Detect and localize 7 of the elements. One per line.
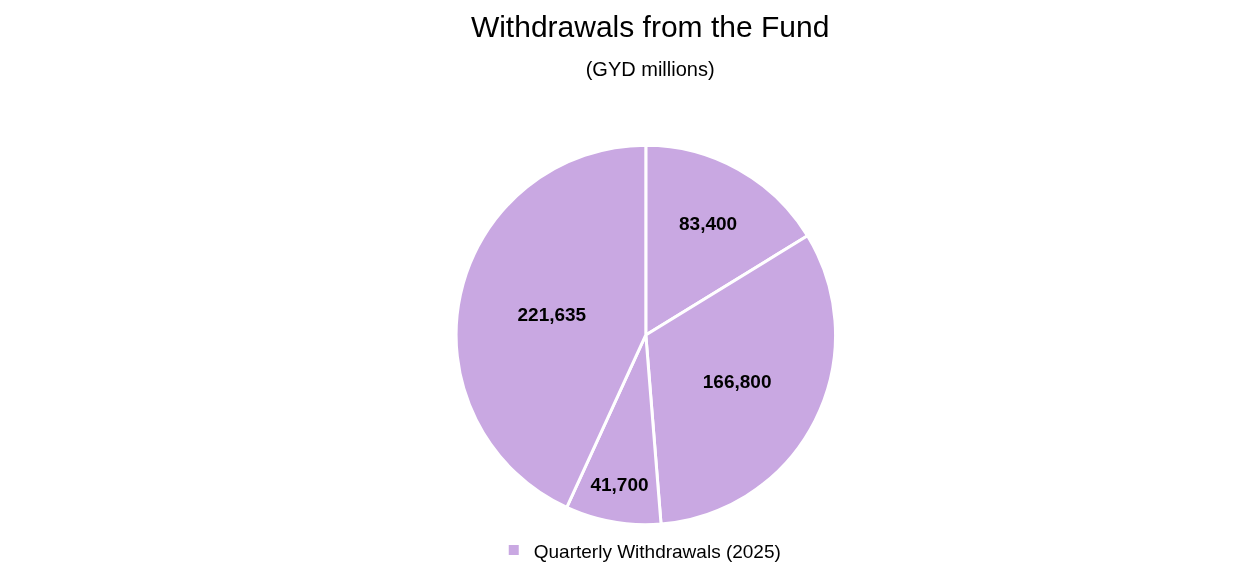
legend-label: Quarterly Withdrawals (2025): [533, 540, 781, 562]
data-label: 221,635: [517, 303, 587, 325]
chart-title: Withdrawals from the Fund: [470, 10, 830, 44]
data-label: 41,700: [590, 473, 649, 495]
data-label: 166,800: [702, 370, 772, 392]
chart-subtitle: (GYD millions): [585, 58, 715, 81]
data-label: 83,400: [679, 213, 738, 235]
